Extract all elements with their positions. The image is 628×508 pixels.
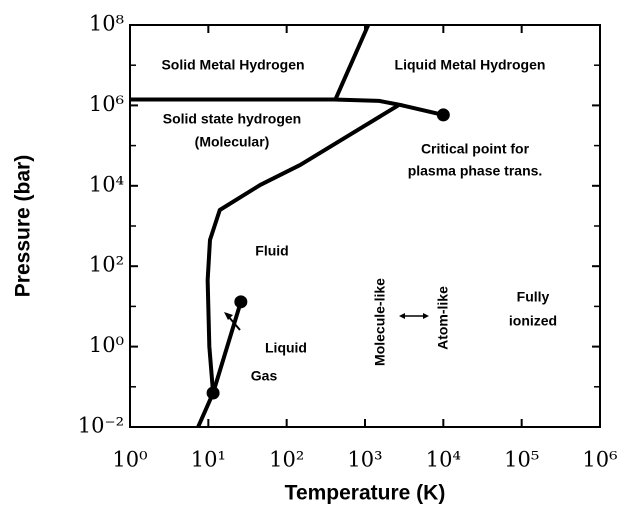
- y-tick-label: 10⁸: [89, 12, 124, 36]
- annotation: Critical point for: [421, 141, 530, 157]
- critical-point: [234, 295, 248, 309]
- x-tick-label: 10⁵: [504, 448, 539, 472]
- x-tick-label: 10³: [347, 448, 382, 472]
- phase-boundary: [130, 97, 444, 117]
- y-tick-label: 10²: [89, 253, 124, 277]
- annotation: Solid state hydrogen: [163, 111, 301, 127]
- annotation: Molecule-like: [372, 278, 388, 366]
- annotation: Atom-like: [435, 286, 451, 350]
- double-arrow-heads: [399, 313, 429, 319]
- annotation: Liquid Metal Hydrogen: [395, 57, 546, 73]
- annotation: Fully: [517, 289, 550, 305]
- y-axis-label: Pressure (bar): [12, 155, 35, 297]
- y-tick-label: 10⁰: [89, 333, 124, 357]
- annotation: ionized: [509, 313, 557, 329]
- annotation: Liquid: [265, 340, 307, 356]
- x-tick-label: 10⁰: [112, 448, 147, 472]
- plot-frame: [129, 24, 601, 428]
- annotation: Gas: [251, 368, 278, 384]
- x-tick-label: 10⁴: [426, 448, 461, 472]
- x-tick-label: 10¹: [191, 448, 226, 472]
- phase-boundary: [205, 103, 400, 394]
- arrow-head: [224, 312, 233, 320]
- annotation: plasma phase trans.: [408, 163, 543, 179]
- critical-point: [436, 108, 450, 122]
- x-tick-label: 10²: [269, 448, 304, 472]
- critical-point: [206, 386, 220, 400]
- y-tick-label: 10⁴: [89, 172, 124, 196]
- annotation: Fluid: [255, 243, 288, 259]
- x-axis-label: Temperature (K): [285, 482, 446, 505]
- y-tick-label: 10⁶: [89, 92, 124, 116]
- annotation: Solid Metal Hydrogen: [161, 57, 304, 73]
- x-tick-label: 10⁶: [582, 448, 617, 472]
- phase-boundary: [196, 301, 243, 428]
- phase-boundary: [333, 24, 371, 101]
- annotation: (Molecular): [195, 134, 270, 150]
- y-tick-label: 10⁻²: [78, 414, 124, 438]
